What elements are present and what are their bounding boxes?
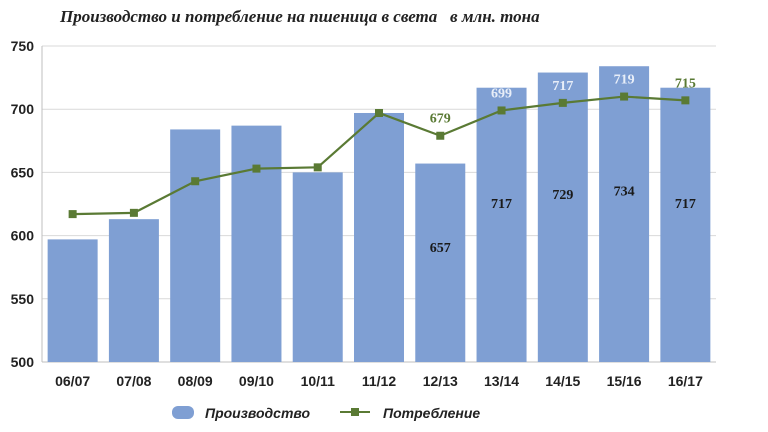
bar-production (476, 87, 527, 362)
y-tick-label: 750 (11, 38, 35, 54)
bar-production (599, 66, 650, 362)
line-value-label: 715 (675, 76, 696, 91)
x-tick-label: 16/17 (668, 373, 703, 389)
x-tick-label: 10/11 (301, 373, 335, 389)
x-tick-label: 09/10 (239, 373, 274, 389)
bar-value-label: 729 (552, 188, 573, 203)
consumption-point (252, 164, 261, 173)
bar-series (47, 66, 711, 362)
bar-value-label: 657 (430, 241, 451, 256)
line-value-label: 679 (430, 112, 451, 127)
y-tick-label: 500 (11, 354, 35, 370)
x-tick-label: 07/08 (116, 373, 151, 389)
x-tick-label: 13/14 (484, 373, 519, 389)
consumption-point (129, 208, 138, 217)
bar-value-label: 717 (675, 197, 696, 212)
consumption-point (620, 92, 629, 101)
bar-value-label: 717 (491, 197, 512, 212)
bar-production (170, 129, 221, 362)
legend-swatch-production (172, 406, 194, 419)
bar-value-label: 734 (614, 184, 635, 199)
consumption-point (375, 108, 383, 117)
bar-production (108, 219, 159, 362)
bar-labels: 657 717 729 734 717 (430, 184, 696, 255)
x-tick-label: 08/09 (178, 373, 213, 389)
line-labels: 679 699 717 719 715 (430, 73, 696, 127)
x-tick-label: 12/13 (423, 373, 458, 389)
legend-marker-consumption (351, 408, 359, 416)
chart-title: Производство и потребление на пшеница в … (59, 7, 540, 26)
consumption-point (191, 177, 200, 186)
bar-production (537, 72, 588, 362)
legend-item-production: Производство (172, 405, 311, 421)
line-value-label: 717 (552, 79, 573, 94)
line-series (68, 92, 690, 219)
bar-production (660, 87, 711, 362)
bar-production (231, 125, 282, 362)
line-value-label: 699 (491, 86, 512, 101)
x-axis: 06/07 07/08 08/09 09/10 10/11 11/12 12/13 13/14… (55, 373, 703, 389)
legend-item-consumption: Потребление (340, 405, 480, 421)
legend: Производство Потребление (172, 405, 480, 421)
y-tick-label: 600 (11, 228, 35, 244)
legend-label-production: Производство (205, 405, 311, 421)
consumption-point (558, 98, 567, 107)
bar-production (415, 163, 466, 362)
consumption-point (313, 163, 322, 172)
bar-production (292, 172, 343, 362)
consumption-point (436, 131, 445, 140)
x-tick-label: 14/15 (545, 373, 580, 389)
y-tick-label: 650 (11, 164, 35, 180)
legend-label-consumption: Потребление (383, 405, 480, 421)
y-tick-label: 550 (11, 291, 35, 307)
bar-production (47, 239, 98, 362)
consumption-point (681, 96, 690, 105)
y-tick-label: 700 (11, 101, 35, 117)
consumption-point (68, 210, 77, 219)
line-value-label: 719 (614, 73, 635, 88)
bar-production (354, 112, 404, 362)
x-tick-label: 15/16 (607, 373, 642, 389)
consumption-point (497, 106, 506, 115)
x-tick-label: 06/07 (55, 373, 90, 389)
x-tick-label: 11/12 (362, 373, 396, 389)
